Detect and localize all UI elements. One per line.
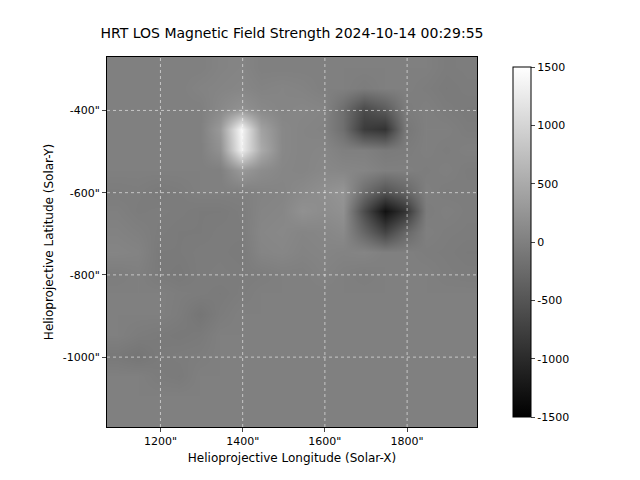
svg-text:-1500: -1500: [537, 411, 569, 424]
svg-text:-400": -400": [70, 104, 100, 117]
svg-text:Helioprojective Latitude (Sola: Helioprojective Latitude (Solar-Y): [42, 144, 56, 340]
svg-text:-1000": -1000": [63, 351, 100, 364]
svg-text:-1000: -1000: [537, 353, 569, 366]
svg-text:-600": -600": [70, 187, 100, 200]
svg-text:-500: -500: [537, 294, 562, 307]
svg-text:1600": 1600": [308, 435, 341, 448]
svg-text:1400": 1400": [226, 435, 259, 448]
svg-text:Helioprojective Longitude (Sol: Helioprojective Longitude (Solar-X): [188, 451, 396, 465]
svg-text:0: 0: [537, 236, 544, 249]
svg-text:HRT LOS Magnetic Field Strengt: HRT LOS Magnetic Field Strength 2024-10-…: [101, 25, 484, 41]
svg-text:1800": 1800": [391, 435, 424, 448]
svg-text:-800": -800": [70, 269, 100, 282]
svg-text:1000: 1000: [537, 119, 565, 132]
svg-text:1500: 1500: [537, 61, 565, 74]
svg-text:1200": 1200": [144, 435, 177, 448]
svg-text:500: 500: [537, 178, 558, 191]
